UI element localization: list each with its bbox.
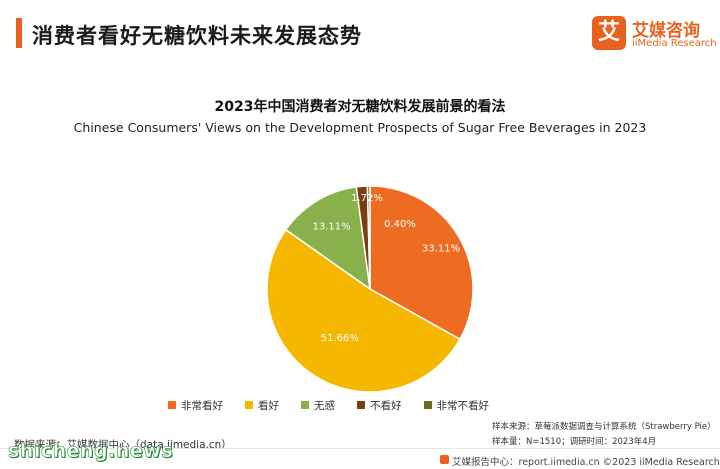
pie-slice-4 — [366, 185, 371, 290]
legend-item-2: 无感 — [301, 397, 335, 413]
footer-text: 艾媒报告中心：report.iimedia.cn ©2023 iiMedia R… — [452, 457, 720, 468]
pie-slice-0 — [369, 185, 474, 341]
legend-swatch — [245, 401, 253, 409]
legend-label: 非常看好 — [181, 399, 223, 412]
logo-name-en: iiMedia Research — [632, 38, 717, 49]
pie-data-label-0: 33.11% — [422, 243, 460, 254]
pie-data-label-3: 1.72% — [351, 193, 383, 204]
logo-mark: 艾 — [592, 16, 626, 50]
legend-swatch — [423, 401, 432, 409]
legend-swatch — [357, 401, 365, 409]
legend-item-3: 不看好 — [357, 397, 402, 413]
legend-swatch — [168, 401, 176, 409]
footer: 艾媒报告中心：report.iimedia.cn ©2023 iiMedia R… — [0, 448, 720, 469]
pie-slice-1 — [266, 228, 461, 393]
watermark: shicheng.news — [8, 440, 174, 463]
sample-notes: 样本来源：草莓派数据调查与计算系统（Strawberry Pie） 样本量：N=… — [492, 420, 716, 450]
legend-label: 非常不看好 — [436, 399, 490, 412]
pie-slice-2 — [284, 186, 371, 291]
pie-data-label-1: 51.66% — [321, 333, 359, 344]
page-title: 消费者看好无糖饮料未来发展态势 — [32, 24, 362, 48]
legend-item-4: 非常不看好 — [423, 397, 490, 413]
legend-label: 看好 — [258, 399, 279, 412]
legend-item-1: 看好 — [245, 397, 279, 413]
pie-data-label-2: 13.11% — [312, 222, 350, 233]
logo-name-cn: 艾媒咨询 — [632, 21, 700, 41]
legend-label: 无感 — [314, 399, 335, 412]
legend-label: 不看好 — [370, 399, 402, 412]
legend-item-0: 非常看好 — [168, 397, 223, 413]
chart-legend: 非常看好 看好 无感 不看好 非常不看好 — [168, 397, 511, 413]
sample-info: 样本量：N=1510；调研时间：2023年4月 — [492, 437, 657, 447]
report-center-icon — [440, 455, 449, 464]
sample-source: 样本来源：草莓派数据调查与计算系统（Strawberry Pie） — [492, 422, 716, 432]
chart-subtitle: Chinese Consumers' Views on the Developm… — [73, 120, 647, 135]
legend-swatch — [301, 401, 309, 409]
pie-data-label-4: 0.40% — [384, 219, 416, 230]
header-accent-bar — [16, 18, 22, 48]
iimedia-logo: 艾 艾媒咨询 iiMedia Research — [592, 16, 717, 56]
chart-title: 2023年中国消费者对无糖饮料发展前景的看法 — [214, 99, 506, 115]
